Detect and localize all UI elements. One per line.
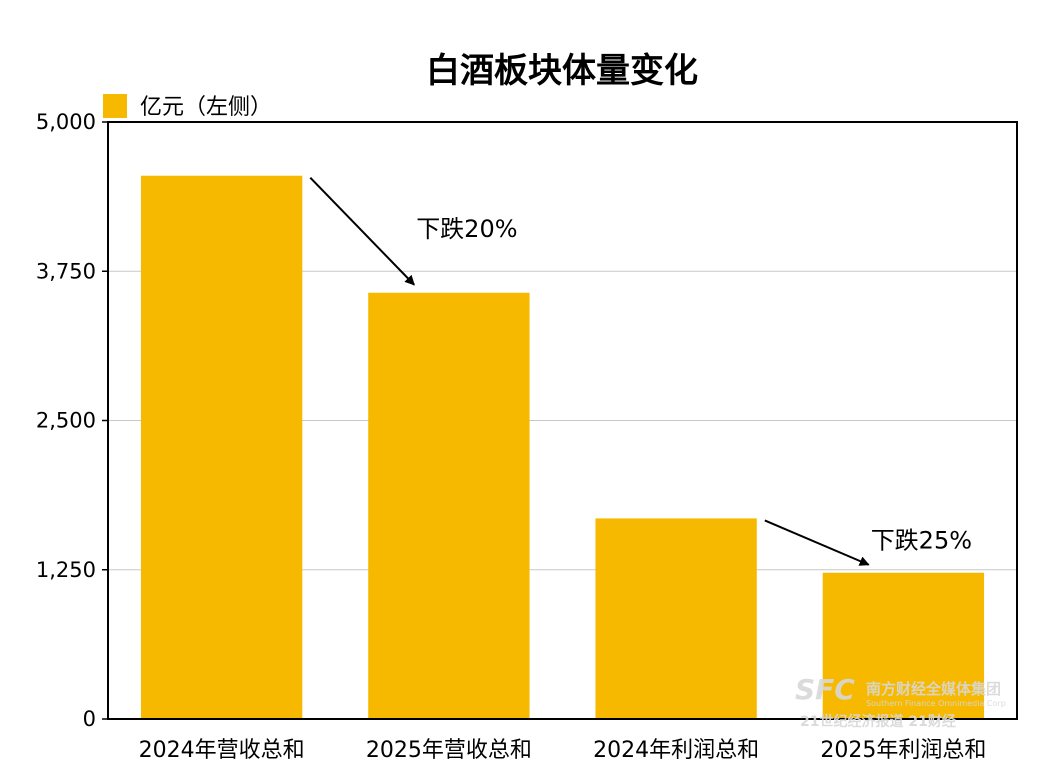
chart-title: 白酒板块体量变化 <box>426 51 698 91</box>
legend-swatch <box>103 94 127 118</box>
y-tick-label: 5,000 <box>36 110 96 134</box>
y-tick-labels: 0 1,250 2,500 3,750 5,000 <box>36 110 108 731</box>
watermark-sub: 21世纪经济报道 21财经 <box>800 713 956 730</box>
y-tick-label: 1,250 <box>36 558 96 582</box>
y-tick-label: 3,750 <box>36 259 96 283</box>
annotation-arrow <box>309 177 415 286</box>
watermark-name-en: Southern Finance Omnimedia Corp <box>866 699 1006 708</box>
watermark-name: 南方财经全媒体集团 <box>866 680 1001 698</box>
bar <box>595 518 757 719</box>
y-tick-label: 0 <box>83 707 96 731</box>
watermark-logo: SFC <box>795 673 855 706</box>
x-category-label: 2025年营收总和 <box>366 738 532 763</box>
bars <box>140 175 985 720</box>
annotation-label: 下跌20% <box>416 215 517 243</box>
x-category-label: 2024年营收总和 <box>139 738 305 763</box>
bar <box>140 175 303 720</box>
y-tick-label: 2,500 <box>36 409 96 433</box>
annotation-arrow <box>764 519 870 566</box>
annotations: 下跌20% 下跌25% <box>309 177 972 566</box>
x-category-label: 2024年利润总和 <box>593 738 759 763</box>
bar <box>822 572 985 719</box>
bar <box>368 292 530 719</box>
watermark: SFC 南方财经全媒体集团 Southern Finance Omnimedia… <box>795 673 1006 730</box>
x-category-label: 2025年利润总和 <box>820 738 986 763</box>
annotation-label: 下跌25% <box>871 527 972 555</box>
legend-label: 亿元（左侧） <box>140 95 272 120</box>
x-category-labels: 2024年营收总和 2025年营收总和 2024年利润总和 2025年利润总和 <box>139 738 987 763</box>
